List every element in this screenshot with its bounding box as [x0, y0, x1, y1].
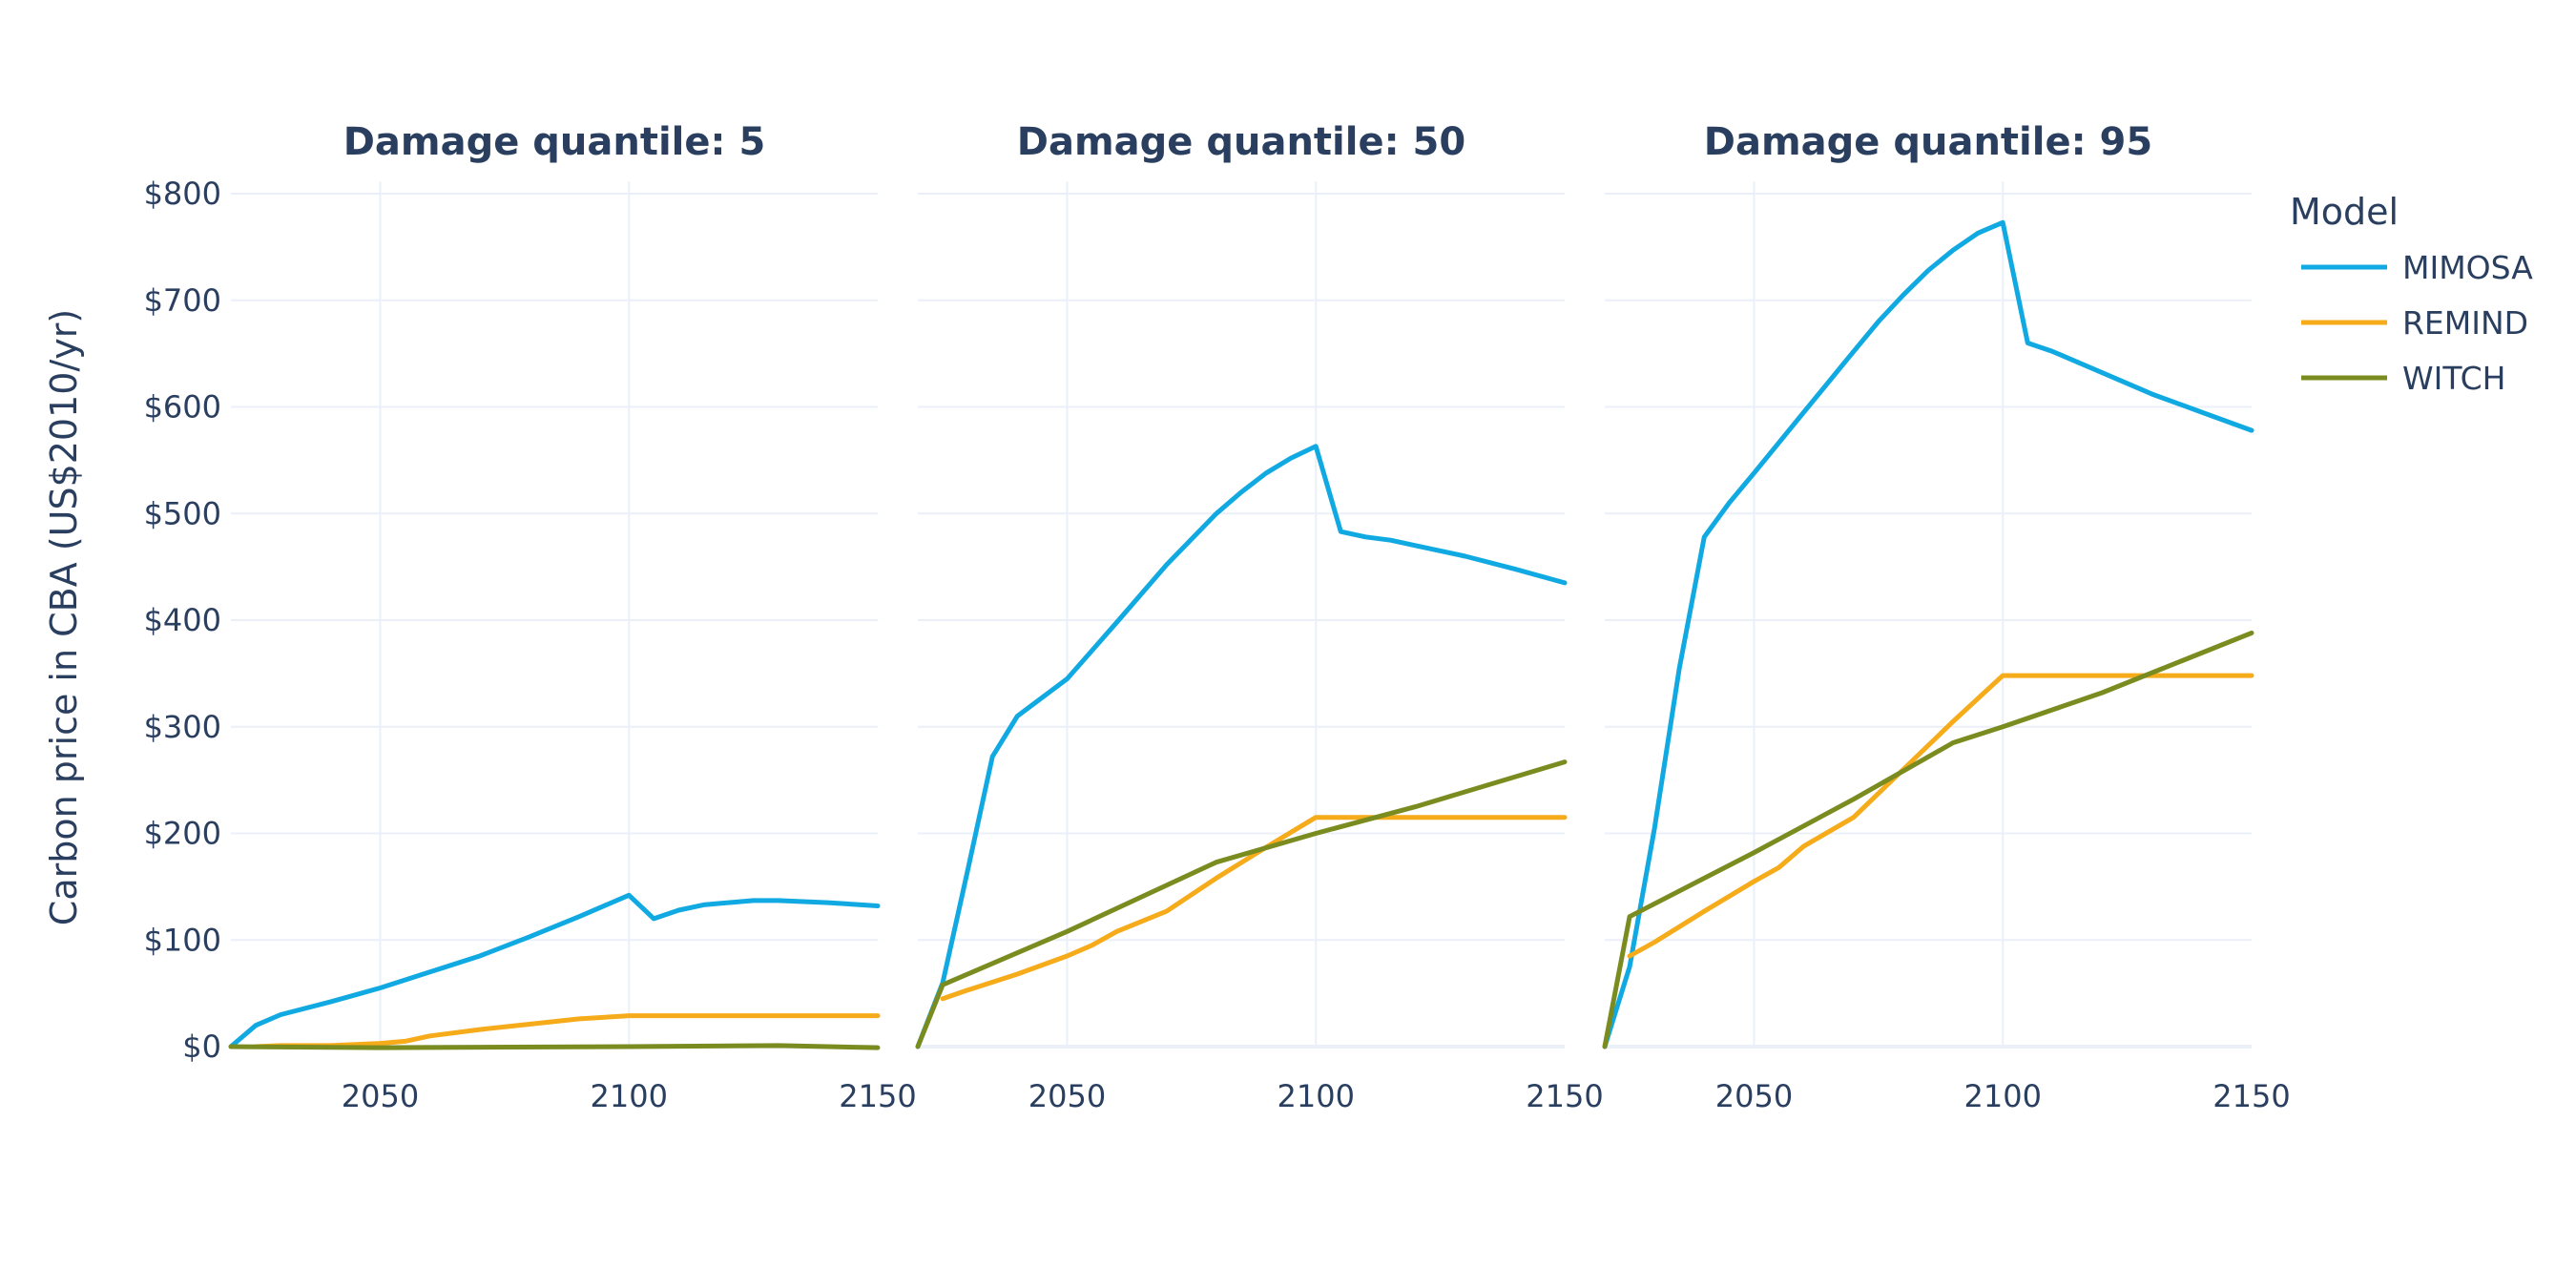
legend-item-witch[interactable]: WITCH	[2301, 360, 2505, 397]
panel-title: Damage quantile: 5	[343, 120, 766, 164]
legend: Model MIMOSA REMIND WITCH	[2290, 191, 2533, 397]
series-line-remind	[1627, 673, 2254, 959]
series-line-witch	[228, 1043, 881, 1050]
series-line-witch	[915, 759, 1568, 1049]
y-tick-label: $600	[144, 389, 221, 426]
x-tick-label: 2100	[591, 1078, 668, 1114]
series-line-mimosa	[915, 444, 1568, 1049]
legend-label: REMIND	[2402, 304, 2528, 342]
y-tick-label: $200	[144, 816, 221, 852]
y-tick-label: $700	[144, 282, 221, 319]
x-tick-label: 2100	[1278, 1078, 1355, 1114]
panels-layer: Damage quantile: 5 2050 2100 2150 $0 $100 $200…	[144, 120, 2291, 1114]
x-tick-label: 2050	[1715, 1078, 1793, 1114]
legend-entries: MIMOSA REMIND WITCH	[2301, 249, 2533, 397]
series-line-mimosa	[1602, 219, 2254, 1049]
legend-title: Model	[2290, 191, 2399, 233]
x-tick-label: 2150	[1526, 1078, 1603, 1114]
series-line-witch	[1602, 630, 2254, 1049]
x-tick-label: 2150	[2212, 1078, 2290, 1114]
y-tick-label: $400	[144, 602, 221, 638]
series-line-mimosa	[228, 892, 881, 1049]
y-tick-label: $800	[144, 176, 221, 212]
x-tick-label: 2050	[342, 1078, 419, 1114]
series-line-remind	[940, 815, 1568, 1002]
y-tick-label: $300	[144, 709, 221, 745]
y-tick-label: $0	[182, 1028, 221, 1065]
panel-title: Damage quantile: 50	[1017, 120, 1465, 164]
legend-label: MIMOSA	[2402, 249, 2533, 286]
x-tick-label: 2050	[1028, 1078, 1106, 1114]
legend-label: WITCH	[2402, 360, 2505, 397]
y-axis-title: Carbon price in CBA (US$2010/yr)	[43, 309, 85, 925]
panel-1: Damage quantile: 5 2050 2100 2150 $0 $100 $200…	[144, 120, 917, 1114]
panel-2: Damage quantile: 50 2050 2100 2150	[915, 120, 1604, 1114]
panel-3: Damage quantile: 95 2050 2100 2150	[1602, 120, 2291, 1114]
legend-item-remind[interactable]: REMIND	[2301, 304, 2528, 342]
y-tick-label: $100	[144, 922, 221, 958]
x-tick-label: 2100	[1964, 1078, 2042, 1114]
x-tick-label: 2150	[839, 1078, 916, 1114]
series-line-remind	[253, 1013, 881, 1049]
legend-item-mimosa[interactable]: MIMOSA	[2301, 249, 2533, 286]
panel-title: Damage quantile: 95	[1704, 120, 2152, 164]
y-tick-label: $500	[144, 495, 221, 531]
